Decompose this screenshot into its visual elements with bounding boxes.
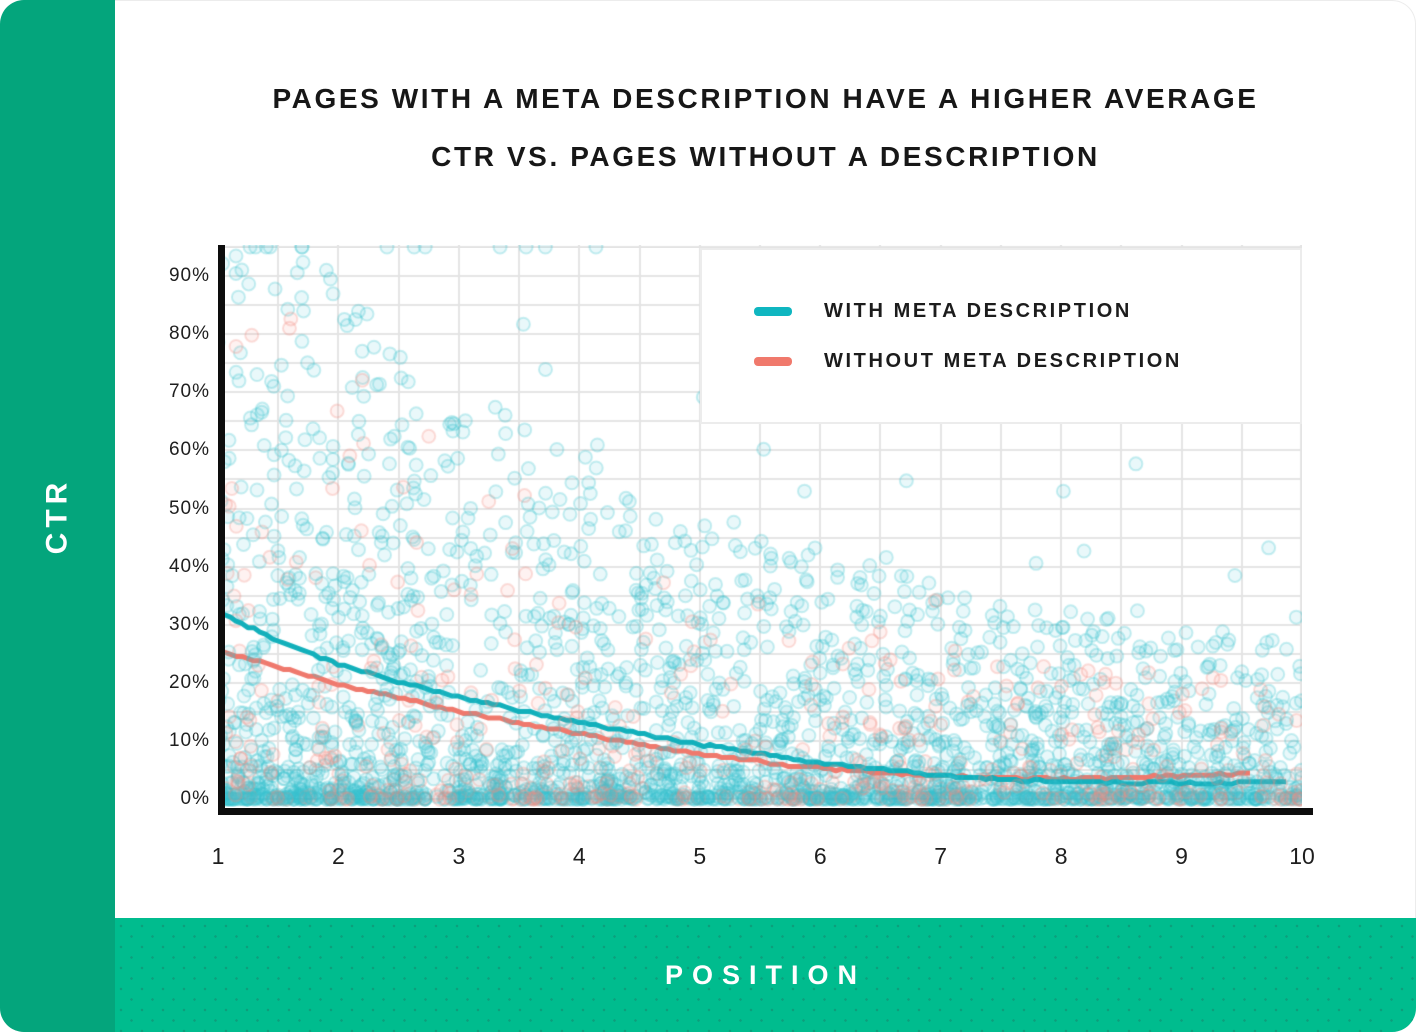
legend-label: WITH META DESCRIPTION xyxy=(824,299,1132,322)
y-tick-label: 40% xyxy=(168,555,210,577)
x-axis-title: POSITION xyxy=(664,959,866,990)
x-tick-label: 10 xyxy=(1289,843,1315,869)
legend-item-without-meta: WITHOUT META DESCRIPTION xyxy=(754,350,1300,373)
chart-legend: WITH META DESCRIPTION WITHOUT META DESCRI… xyxy=(700,248,1302,424)
x-axis-band: POSITION xyxy=(115,918,1416,1032)
y-axis-band: CTR xyxy=(0,0,115,1032)
x-tick-label: 1 xyxy=(211,843,225,869)
x-axis-line xyxy=(218,808,1313,815)
y-tick-label: 80% xyxy=(168,323,210,345)
y-tick-label: 60% xyxy=(168,439,210,461)
x-tick-label: 4 xyxy=(572,843,586,869)
x-tick-label: 8 xyxy=(1054,843,1068,869)
legend-item-with-meta: WITH META DESCRIPTION xyxy=(754,300,1300,323)
y-tick-label: 10% xyxy=(168,729,210,751)
chart-title-line2: CTR VS. PAGES WITHOUT A DESCRIPTION xyxy=(431,141,1100,172)
x-tick-label: 2 xyxy=(332,843,345,869)
x-tick-label: 3 xyxy=(452,843,466,869)
x-tick-label: 9 xyxy=(1175,843,1188,869)
y-axis-line xyxy=(218,245,225,815)
y-tick-label: 20% xyxy=(168,671,210,693)
legend-label: WITHOUT META DESCRIPTION xyxy=(824,349,1182,372)
y-tick-label: 90% xyxy=(168,265,210,287)
legend-swatch xyxy=(754,356,792,366)
y-tick-label: 30% xyxy=(168,613,210,635)
y-tick-label: 70% xyxy=(168,381,210,403)
chart-title-line1: PAGES WITH A META DESCRIPTION HAVE A HIG… xyxy=(272,83,1259,114)
y-tick-label: 50% xyxy=(168,497,210,519)
chart-title: PAGES WITH A META DESCRIPTION HAVE A HIG… xyxy=(115,70,1416,186)
x-tick-label: 5 xyxy=(693,843,707,869)
x-tick-label: 7 xyxy=(934,843,948,869)
y-tick-label: 0% xyxy=(180,788,210,809)
y-axis-title: CTR xyxy=(40,477,74,555)
legend-swatch xyxy=(754,306,792,316)
x-tick-label: 6 xyxy=(813,843,827,869)
